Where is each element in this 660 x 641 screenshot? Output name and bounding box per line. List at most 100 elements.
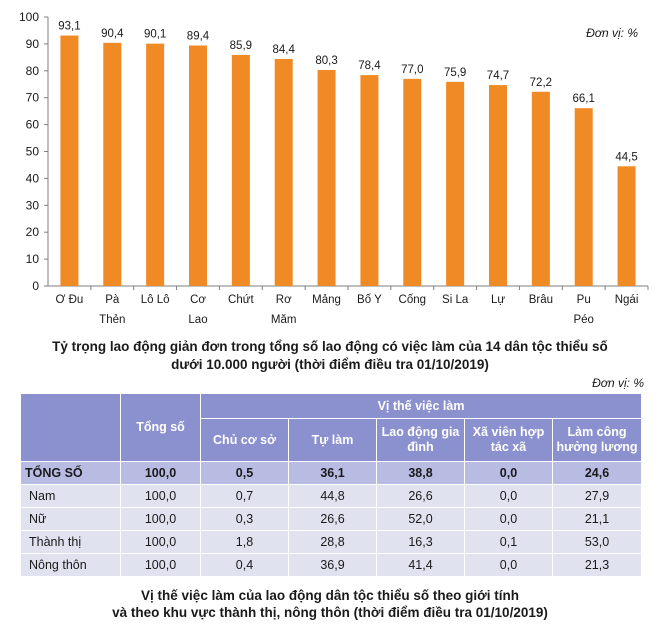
y-tick-label: 40 xyxy=(26,171,40,185)
chart-caption-line: Tỷ trọng lao động giản đơn trong tổng số… xyxy=(52,339,608,354)
table-row: Nam 100,0 0,7 44,8 26,6 0,0 27,9 xyxy=(20,484,643,508)
x-tick-label: Ngái xyxy=(615,294,639,306)
data-label: 74,7 xyxy=(487,70,509,82)
table-cell: 100,0 xyxy=(120,530,201,554)
table-cell: 100,0 xyxy=(120,507,201,531)
data-label: 66,1 xyxy=(573,93,595,105)
table-cell: 21,3 xyxy=(551,553,643,577)
bar xyxy=(231,54,250,286)
chart-caption-line: dưới 10.000 người (thời điểm điều tra 01… xyxy=(171,357,489,372)
y-tick-label: 90 xyxy=(26,37,40,51)
table-cell: 100,0 xyxy=(120,553,201,577)
bar xyxy=(574,108,593,286)
table-cell: 0,3 xyxy=(200,507,289,531)
data-label: 78,4 xyxy=(358,60,381,72)
table-header-corner xyxy=(20,393,121,462)
table-cell: 0,0 xyxy=(464,461,553,485)
y-tick-label: 20 xyxy=(26,225,40,239)
bar-chart: 0 10 20 30 40 50 60 70 80 90 100 93,1 Ơ Đu 90,4 Pà Thẻ… xyxy=(19,10,649,326)
x-tick-label: Cống xyxy=(399,294,427,306)
table-cell: 0,1 xyxy=(464,530,553,554)
table-cell: 16,3 xyxy=(376,530,465,554)
data-label: 77,0 xyxy=(401,64,423,76)
table-cell: 0,0 xyxy=(464,507,553,531)
table-cell: 26,6 xyxy=(376,484,465,508)
table-row-label: Nông thôn xyxy=(20,553,121,577)
data-label: 90,1 xyxy=(144,29,166,41)
bar xyxy=(317,69,336,286)
x-tick-label: Si La xyxy=(442,294,469,306)
data-label: 75,9 xyxy=(444,67,466,79)
x-tick-label: Măm xyxy=(271,314,297,326)
table-header-row: Tổng số Vị thế việc làm xyxy=(20,393,643,462)
table-row-label: Thành thị xyxy=(20,530,121,554)
x-tick-label: Mảng xyxy=(312,294,341,306)
table-cell: 28,8 xyxy=(288,530,377,554)
table-subheader: Xã viên hợp tác xã xyxy=(464,418,553,462)
data-label: 72,2 xyxy=(530,77,552,89)
table-cell: 21,1 xyxy=(551,507,643,531)
table-cell: 44,8 xyxy=(288,484,377,508)
y-tick-label: 10 xyxy=(26,252,40,266)
x-tick-label: Chứt xyxy=(228,294,254,306)
table-header-total: Tổng số xyxy=(120,393,201,462)
bar xyxy=(403,78,422,287)
table-cell: 41,4 xyxy=(376,553,465,577)
y-tick-label: 80 xyxy=(26,64,40,78)
data-label: 89,4 xyxy=(187,31,210,43)
table-subheader: Chủ cơ sở xyxy=(200,418,289,462)
x-tick-label: Rơ xyxy=(276,294,292,306)
y-tick-label: 70 xyxy=(26,91,40,105)
chart-unit-label: Đơn vị: % xyxy=(586,26,638,40)
table-header-group: Vị thế việc làm xyxy=(199,393,643,419)
bar xyxy=(446,81,465,286)
bar xyxy=(531,91,550,286)
chart-caption: Tỷ trọng lao động giản đơn trong tổng số… xyxy=(0,338,660,374)
table-cell: 100,0 xyxy=(120,484,201,508)
bar xyxy=(360,75,379,286)
table-row-label: TỔNG SỐ xyxy=(20,461,121,485)
table-cell: 24,6 xyxy=(551,461,643,485)
x-tick-label: Péo xyxy=(573,314,593,326)
bar xyxy=(189,45,207,286)
data-label: 80,3 xyxy=(315,55,337,67)
table-row: TỔNG SỐ 100,0 0,5 36,1 38,8 0,0 24,6 xyxy=(20,461,643,485)
table-cell: 0,0 xyxy=(464,553,553,577)
data-label: 93,1 xyxy=(58,21,80,33)
x-tick-label: Thẻn xyxy=(99,314,125,326)
table-cell: 1,8 xyxy=(200,530,289,554)
table-row-label: Nữ xyxy=(20,507,121,531)
table-cell: 100,0 xyxy=(120,461,201,485)
bar xyxy=(489,85,507,286)
table-row: Nữ 100,0 0,3 26,6 52,0 0,0 21,1 xyxy=(20,507,643,531)
table-row: Thành thị 100,0 1,8 28,8 16,3 0,1 53,0 xyxy=(20,530,643,554)
data-label: 44,5 xyxy=(615,151,637,163)
table-cell: 0,0 xyxy=(464,484,553,508)
data-label: 90,4 xyxy=(101,28,124,40)
table-cell: 0,4 xyxy=(200,553,289,577)
table-cell: 53,0 xyxy=(551,530,643,554)
table-cell: 36,1 xyxy=(288,461,377,485)
data-label: 85,9 xyxy=(230,40,252,52)
bar xyxy=(274,58,293,286)
x-tick-label: Pu xyxy=(577,294,591,306)
x-tick-label: Bố Y xyxy=(357,294,382,306)
y-tick-label: 100 xyxy=(19,10,39,24)
bar xyxy=(60,35,79,286)
x-tick-label: Pà xyxy=(105,294,120,306)
table-caption: Vị thế việc làm của lao động dân tộc thi… xyxy=(0,587,660,621)
y-tick-label: 0 xyxy=(32,279,39,293)
table-row-label: Nam xyxy=(20,484,121,508)
table-subheader-row: Chủ cơ sở Tự làm Lao động gia đình Xã vi… xyxy=(21,418,643,462)
x-tick-label: Lô Lô xyxy=(141,294,170,306)
table-subheader: Làm công hưởng lương xyxy=(551,418,643,462)
y-tick-label: 60 xyxy=(26,118,40,132)
table-cell: 52,0 xyxy=(376,507,465,531)
table-row: Nông thôn 100,0 0,4 36,9 41,4 0,0 21,3 xyxy=(20,553,643,577)
x-tick-label: Ơ Đu xyxy=(56,294,84,306)
employment-status-table: Tổng số Vị thế việc làm Chủ cơ sở Tự làm… xyxy=(20,393,643,577)
table-unit-label: Đơn vị: % xyxy=(592,376,644,390)
x-tick-label: Lao xyxy=(188,314,207,326)
table-caption-line: Vị thế việc làm của lao động dân tộc thi… xyxy=(141,588,519,603)
table-cell: 27,9 xyxy=(551,484,643,508)
